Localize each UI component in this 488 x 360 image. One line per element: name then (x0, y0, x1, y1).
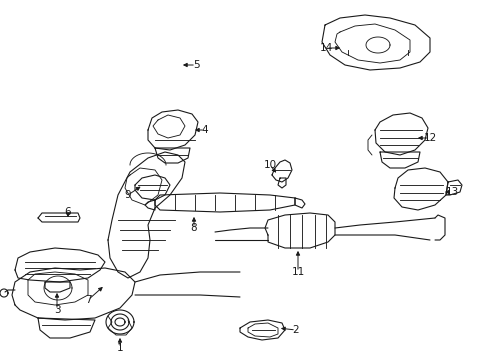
Text: 2: 2 (292, 325, 299, 335)
Text: 3: 3 (54, 305, 60, 315)
Text: 12: 12 (423, 133, 436, 143)
Text: 7: 7 (84, 295, 91, 305)
Text: 10: 10 (263, 160, 276, 170)
Text: 6: 6 (64, 207, 71, 217)
Text: 14: 14 (319, 43, 332, 53)
Text: 8: 8 (190, 223, 197, 233)
Text: 4: 4 (201, 125, 208, 135)
Text: 1: 1 (117, 343, 123, 353)
Text: 11: 11 (291, 267, 304, 277)
Text: 13: 13 (445, 187, 458, 197)
Text: 9: 9 (124, 190, 131, 200)
Text: 5: 5 (192, 60, 199, 70)
